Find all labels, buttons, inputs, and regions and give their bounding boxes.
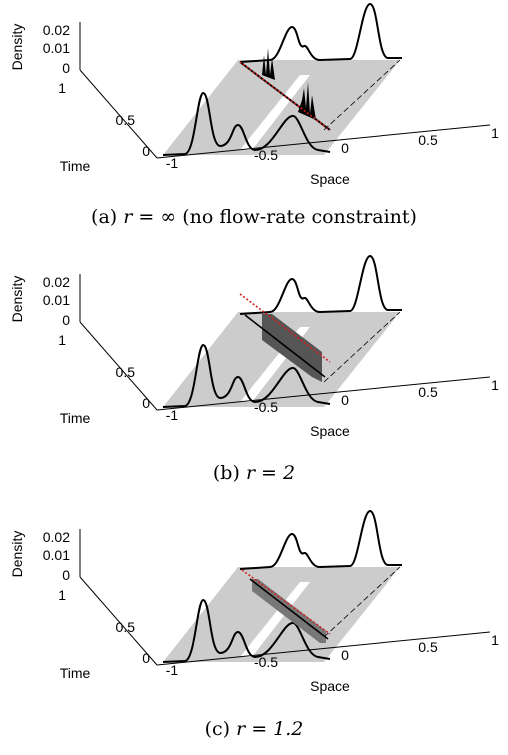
chart-b-ztick-2: 0.02 xyxy=(43,274,70,290)
chart-b-flow-line xyxy=(244,314,326,378)
chart-a-ytick-2: 1 xyxy=(58,80,66,96)
chart-c-svg: -1 -0.5 0 0.5 1 0 0.5 1 0 0.01 0.02 Spac… xyxy=(9,509,499,694)
chart-b-time-axis xyxy=(79,321,158,411)
chart-c-xtick-4: 1 xyxy=(491,632,499,648)
caption-a-suffix: (no flow-rate constraint) xyxy=(182,206,417,228)
chart-c-ytick-1: 0.5 xyxy=(116,619,136,635)
chart-a-svg: -1 -0.5 0 0.5 1 0 0.5 1 0 0.01 0.02 Spac… xyxy=(9,2,499,187)
chart-c-time-axis xyxy=(79,576,158,666)
chart-c-space-axis xyxy=(156,631,491,666)
caption-c: (c) r = 1.2 xyxy=(0,718,508,740)
chart-b-flow-rate-line xyxy=(239,293,331,363)
caption-b-prefix: (b) xyxy=(212,462,240,484)
chart-a-dashed-guide xyxy=(323,59,401,131)
chart-a-initial-density-curve xyxy=(162,91,331,156)
chart-c-ylabel: Time xyxy=(60,665,91,681)
chart-c-zlabel: Density xyxy=(9,531,25,578)
chart-b-xlabel: Space xyxy=(310,423,350,439)
chart-a-xtick-1: -0.5 xyxy=(254,147,278,163)
chart-b-final-density-curve xyxy=(239,254,402,315)
chart-b-ylabel: Time xyxy=(60,410,91,426)
chart-c-flow-line xyxy=(249,578,329,640)
chart-c-xtick-2: 0 xyxy=(341,647,349,663)
chart-b-xtick-2: 0 xyxy=(341,392,349,408)
chart-c-xlabel: Space xyxy=(310,678,350,694)
chart-a-xlabel: Space xyxy=(310,171,350,187)
chart-c-initial-density-curve xyxy=(162,598,331,663)
chart-a-xtick-2: 0 xyxy=(341,140,349,156)
chart-b-zlabel: Density xyxy=(9,276,25,323)
caption-a-math: r = ∞ xyxy=(123,206,177,228)
chart-c-ztick-2: 0.02 xyxy=(43,529,70,545)
caption-a: (a) r = ∞ (no flow-rate constraint) xyxy=(0,206,508,228)
chart-a-ylabel: Time xyxy=(60,158,91,174)
caption-c-prefix: (c) xyxy=(204,718,231,740)
chart-b-ytick-0: 0 xyxy=(142,395,150,411)
chart-panel-a: -1 -0.5 0 0.5 1 0 0.5 1 0 0.01 0.02 Spac… xyxy=(0,0,508,200)
chart-a-ztick-0: 0 xyxy=(62,60,70,76)
chart-a-ytick-1: 0.5 xyxy=(116,112,136,128)
chart-a-ztick-1: 0.01 xyxy=(43,40,70,56)
chart-c-xtick-0: -1 xyxy=(166,662,179,678)
chart-c-ztick-1: 0.01 xyxy=(43,547,70,563)
chart-a-flow-rate-line xyxy=(239,61,331,131)
chart-b-dashed-guide xyxy=(323,311,401,383)
chart-c-transport-gap xyxy=(240,582,310,657)
chart-b-ztick-1: 0.01 xyxy=(43,292,70,308)
chart-c-ztick-0: 0 xyxy=(62,567,70,583)
chart-a-zlabel: Density xyxy=(9,24,25,71)
caption-b: (b) r = 2 xyxy=(0,462,508,484)
chart-panel-b: -1 -0.5 0 0.5 1 0 0.5 1 0 0.01 0.02 Spac… xyxy=(0,252,508,452)
chart-b-xtick-4: 1 xyxy=(491,377,499,393)
chart-a-ytick-0: 0 xyxy=(142,143,150,159)
caption-a-prefix: (a) xyxy=(91,206,118,228)
chart-a-space-axis xyxy=(156,124,491,159)
chart-a-xtick-3: 0.5 xyxy=(418,132,438,148)
chart-panel-c: -1 -0.5 0 0.5 1 0 0.5 1 0 0.01 0.02 Spac… xyxy=(0,507,508,707)
chart-b-xtick-1: -0.5 xyxy=(254,399,278,415)
caption-c-math: r = 1.2 xyxy=(236,718,304,740)
caption-b-math: r = 2 xyxy=(245,462,296,484)
chart-a-flow-peak-lower xyxy=(298,82,316,120)
chart-a-transport-gap xyxy=(240,75,310,150)
chart-b-ytick-1: 0.5 xyxy=(116,364,136,380)
chart-b-ztick-0: 0 xyxy=(62,312,70,328)
chart-a-flow-peak-upper xyxy=(262,48,275,80)
chart-b-xtick-0: -1 xyxy=(166,407,179,423)
chart-c-xtick-3: 0.5 xyxy=(418,639,438,655)
chart-b-initial-density-curve xyxy=(162,343,331,408)
chart-c-ytick-2: 1 xyxy=(58,587,66,603)
chart-c-dashed-guide xyxy=(323,566,401,638)
chart-a-xtick-4: 1 xyxy=(491,125,499,141)
chart-a-ztick-2: 0.02 xyxy=(43,22,70,38)
chart-c-xtick-1: -0.5 xyxy=(254,654,278,670)
chart-a-final-density-curve xyxy=(239,2,402,63)
chart-b-svg: -1 -0.5 0 0.5 1 0 0.5 1 0 0.01 0.02 Spac… xyxy=(9,254,499,439)
chart-a-xtick-0: -1 xyxy=(166,155,179,171)
chart-c-final-density-curve xyxy=(239,509,402,570)
chart-b-space-axis xyxy=(156,376,491,411)
chart-b-xtick-3: 0.5 xyxy=(418,384,438,400)
chart-b-ytick-2: 1 xyxy=(58,332,66,348)
chart-b-flow-band xyxy=(262,314,322,382)
chart-a-time-axis xyxy=(79,69,158,159)
chart-c-ytick-0: 0 xyxy=(142,650,150,666)
